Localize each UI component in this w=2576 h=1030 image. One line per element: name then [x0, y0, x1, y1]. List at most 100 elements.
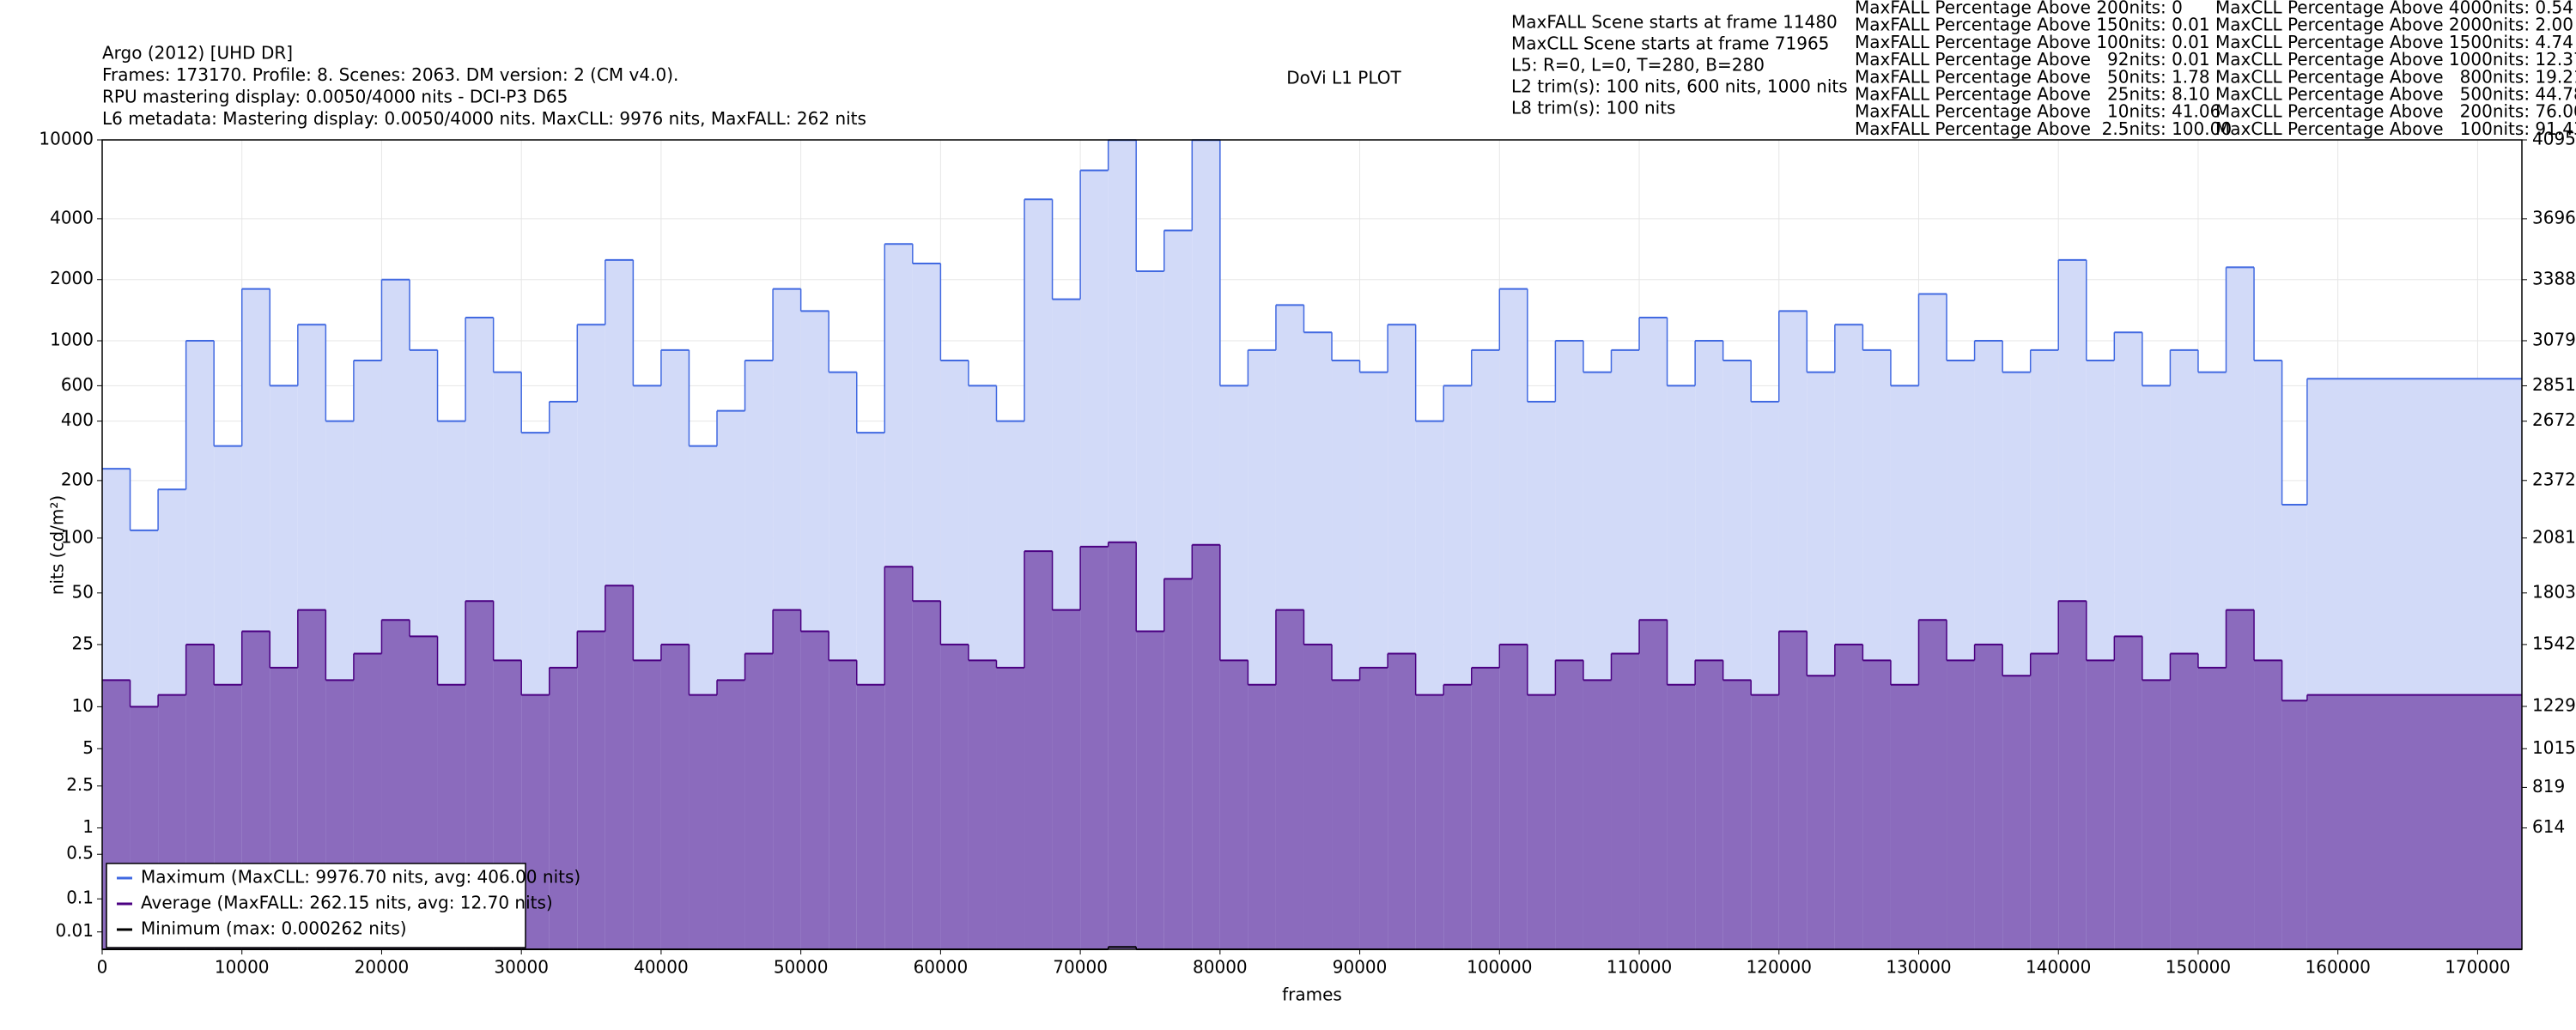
scene-fill [1611, 653, 1640, 949]
y2-tick-label: 2372 [2532, 469, 2576, 489]
scene-fill [912, 601, 941, 949]
y2-tick-label: 3696 [2532, 207, 2576, 227]
x-tick-label: 160000 [2306, 957, 2371, 978]
x-tick-label: 170000 [2445, 957, 2510, 978]
scene-fill [800, 631, 829, 949]
scene-fill [2306, 694, 2522, 949]
scene-fill [549, 667, 578, 949]
scene-fill [577, 631, 605, 949]
y-tick-label: 1 [82, 816, 94, 837]
y2-tick-label: 3388 [2532, 268, 2576, 288]
scene-fill [1332, 680, 1360, 949]
legend-box [106, 863, 526, 948]
scene-fill [1583, 680, 1612, 949]
x-tick-label: 20000 [355, 957, 410, 978]
y-tick-label: 5 [82, 737, 94, 758]
scene-fill [744, 653, 774, 949]
scene-fill [2197, 667, 2227, 949]
y2-tick-label: 4095 [2532, 129, 2576, 149]
scene-fill [2030, 653, 2059, 949]
y2-tick-label: 2672 [2532, 409, 2576, 430]
scene-fill [1024, 551, 1053, 949]
scene-fill [1388, 653, 1416, 949]
x-tick-label: 70000 [1053, 957, 1108, 978]
maxcll-stat: MaxCLL Percentage Above 800nits: 19.21 [2215, 66, 2576, 87]
x-tick-label: 10000 [215, 957, 270, 978]
scene-fill [633, 660, 661, 949]
scene-fill [2114, 636, 2142, 949]
info-line: MaxCLL Scene starts at frame 71965 [1511, 33, 1829, 54]
scene-fill [1471, 667, 1500, 949]
maxfall-stat: MaxFALL Percentage Above 92nits: 0.01 [1855, 49, 2210, 70]
y-tick-label: 0.01 [55, 920, 94, 941]
scene-fill [1862, 660, 1891, 949]
maxfall-stat: MaxFALL Percentage Above 10nits: 41.06 [1855, 101, 2221, 122]
scene-fill [1527, 694, 1556, 949]
scene-fill [1248, 684, 1276, 949]
scene-fill [1890, 684, 1919, 949]
x-tick-label: 30000 [494, 957, 549, 978]
chart-title: DoVi L1 PLOT [1286, 68, 1401, 88]
y-tick-label: 25 [72, 633, 94, 653]
x-tick-label: 140000 [2026, 957, 2091, 978]
scene-fill [1219, 660, 1249, 949]
y-tick-label: 0.5 [66, 843, 94, 863]
scene-fill [1136, 631, 1164, 949]
scene-fill [1639, 620, 1668, 949]
x-tick-label: 90000 [1333, 957, 1388, 978]
scene-fill [660, 644, 690, 949]
y2-tick-label: 614 [2532, 816, 2565, 837]
y-tick-label: 10 [72, 695, 94, 716]
scene-fill [940, 644, 969, 949]
maxcll-stat: MaxCLL Percentage Above 100nits: 91.43 [2215, 118, 2576, 139]
x-axis-label: frames [1282, 985, 1342, 1005]
legend-label: Average (MaxFALL: 262.15 nits, avg: 12.7… [141, 893, 553, 913]
maxfall-stat: MaxFALL Percentage Above 50nits: 1.78 [1855, 66, 2210, 87]
plot-area [101, 139, 2522, 950]
y-tick-label: 0.1 [66, 888, 94, 908]
y-tick-label: 400 [61, 409, 94, 430]
y-tick-label: 50 [72, 581, 94, 602]
scene-fill [884, 566, 913, 949]
x-tick-label: 0 [97, 957, 108, 978]
y-tick-label: 100 [61, 526, 94, 547]
maxcll-stat: MaxCLL Percentage Above 2000nits: 2.00 [2215, 15, 2573, 35]
maxcll-stat: MaxCLL Percentage Above 1000nits: 12.37 [2215, 49, 2576, 70]
y-tick-label: 2000 [50, 268, 94, 288]
scene-fill [1751, 694, 1779, 949]
y2-tick-label: 1229 [2532, 694, 2576, 715]
y2-tick-label: 3079 [2532, 329, 2576, 349]
scene-fill [2254, 660, 2282, 949]
maxcll-stat: MaxCLL Percentage Above 200nits: 76.00 [2215, 101, 2576, 122]
scene-fill [2142, 680, 2171, 949]
y-tick-label: 200 [61, 469, 94, 489]
scene-fill [1192, 544, 1220, 949]
maxcll-stat: MaxCLL Percentage Above 4000nits: 0.54 [2215, 0, 2573, 18]
x-tick-label: 40000 [634, 957, 689, 978]
maxfall-stat: MaxFALL Percentage Above 25nits: 8.10 [1855, 84, 2210, 105]
scene-fill [829, 660, 857, 949]
plot-frame [101, 139, 2523, 950]
y-axis-label: nits (cd/m²) [47, 495, 68, 595]
scene-fill [2281, 700, 2307, 949]
scene-fill [2086, 660, 2115, 949]
scene-fill [2226, 609, 2255, 949]
y2-tick-label: 1015 [2532, 737, 2576, 758]
scene-fill [996, 667, 1025, 949]
scene-fill [856, 684, 885, 949]
x-tick-label: 130000 [1886, 957, 1951, 978]
legend: Maximum (MaxCLL: 9976.70 nits, avg: 406.… [106, 863, 580, 948]
header-line: RPU mastering display: 0.0050/4000 nits … [102, 87, 568, 107]
scene-fill [1303, 644, 1333, 949]
scene-fill [1918, 620, 1947, 949]
scene-fill [1778, 631, 1807, 949]
y2-tick-label: 2081 [2532, 526, 2576, 547]
scene-fill [1359, 667, 1388, 949]
y2-tick-label: 2851 [2532, 374, 2576, 395]
series [102, 541, 2522, 949]
info-line: L8 trim(s): 100 nits [1511, 98, 1675, 118]
y-tick-label: 10000 [39, 129, 94, 149]
maxcll-stat: MaxCLL Percentage Above 1500nits: 4.74 [2215, 32, 2573, 52]
maxfall-stat: MaxFALL Percentage Above 2.5nits: 100.00 [1855, 118, 2232, 139]
